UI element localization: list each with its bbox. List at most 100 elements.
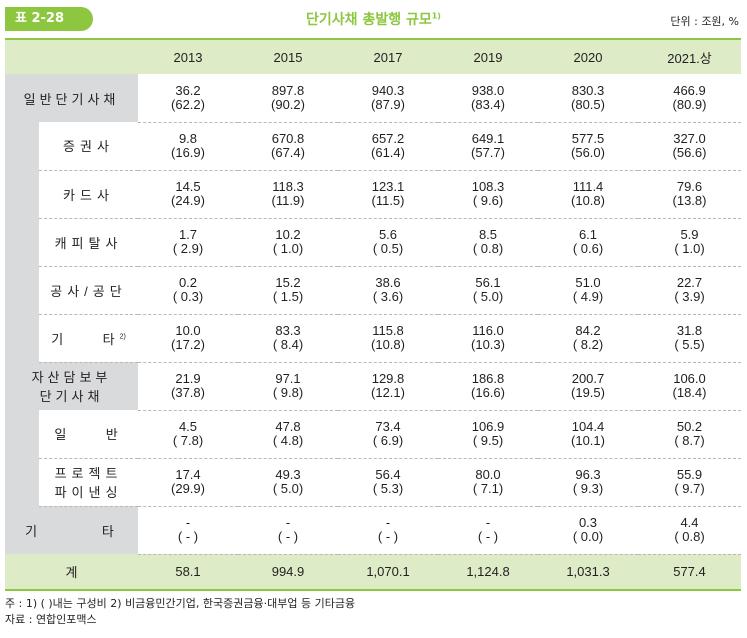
value-cell: 118.3 (11.9) xyxy=(238,170,338,219)
share-value: ( 3.6) xyxy=(372,289,404,304)
amount-value: 80.0 xyxy=(475,467,501,482)
table-title: 단기사채 총발행 규모1) xyxy=(0,9,747,29)
source-line: 자료 : 연합인포맥스 xyxy=(5,613,97,626)
row-sublabel: 일 반 xyxy=(39,410,138,459)
table-body: 일반단기사채 36.2 (62.2) 897.8 (90.2) 940.3 (87.9) 93… xyxy=(5,74,741,591)
value-cell: 49.3( 5.0) xyxy=(238,458,338,507)
value-cell: 106.0 (18.4) xyxy=(638,362,741,411)
total-label: 계 xyxy=(5,554,138,591)
share-value: (37.8) xyxy=(171,385,205,400)
share-value: (13.8) xyxy=(672,193,707,208)
share-value: (24.9) xyxy=(171,193,205,208)
amount-value: 5.6 xyxy=(378,227,398,242)
amount-value: 116.0 xyxy=(472,323,504,338)
value-cell: 9.8 (16.9) xyxy=(138,122,238,171)
value-cell: 0.2( 0.3) xyxy=(138,266,238,315)
value-cell: 200.7 (19.5) xyxy=(538,362,638,411)
share-value: ( 9.7) xyxy=(674,481,705,496)
share-value: (16.9) xyxy=(171,145,205,160)
column-header: 2019 xyxy=(438,38,538,74)
share-value: ( 7.8) xyxy=(172,433,204,448)
table-row: 기 타2) 10.0 (17.2) 83.3( 8.4) 115.8 (10.8) 116.… xyxy=(5,314,741,363)
amount-value: 129.8 xyxy=(371,371,405,386)
amount-value: 940.3 xyxy=(371,82,405,98)
amount-value: 49.3 xyxy=(275,467,301,482)
total-row: 계 58.1 994.9 1,070.1 1,124.8 1,031.3 577.4 xyxy=(5,554,741,591)
amount-value: 104.4 xyxy=(571,419,605,434)
column-header: 2020 xyxy=(538,38,638,74)
amount-value: 31.8 xyxy=(676,323,703,338)
amount-value: 10.0 xyxy=(175,323,201,338)
table-number-badge: 표 2-28 xyxy=(5,7,93,31)
value-cell: 21.9 (37.8) xyxy=(138,362,238,411)
row-label-text: 프로젝트 xyxy=(54,466,123,481)
share-value: (10.1) xyxy=(571,433,605,448)
header-row: 2013 2015 2017 2019 2020 2021.상 xyxy=(5,38,741,74)
share-value: (80.9) xyxy=(672,96,707,112)
share-value: ( 4.9) xyxy=(572,289,604,304)
row-label-text-line2: 단기사채 xyxy=(39,389,104,405)
amount-value: 938.0 xyxy=(471,82,505,98)
amount-value: 21.9 xyxy=(175,371,201,386)
value-cell: 6.1( 0.6) xyxy=(538,218,638,267)
value-cell: 84.2( 8.2) xyxy=(538,314,638,363)
share-value: (56.6) xyxy=(672,145,707,160)
value-cell: 5.6( 0.5) xyxy=(338,218,438,267)
share-value: ( 5.5) xyxy=(674,337,705,352)
value-cell: 577.5 (56.0) xyxy=(538,122,638,171)
total-value: 58.1 xyxy=(138,554,238,591)
amount-value: 466.9 xyxy=(673,82,706,98)
value-cell: 115.8 (10.8) xyxy=(338,314,438,363)
value-cell: 31.8( 5.5) xyxy=(638,314,741,363)
share-value: (19.5) xyxy=(571,385,605,400)
row-label-text: 캐피탈사 xyxy=(54,235,123,251)
share-value: ( 0.6) xyxy=(572,241,604,256)
amount-value: 577.5 xyxy=(571,131,605,146)
amount-value: 649.1 xyxy=(471,131,505,146)
amount-value: 9.8 xyxy=(178,131,198,146)
table-row: 카드사 14.5 (24.9) 118.3 (11.9) 123.1 (11.5) 108.3… xyxy=(5,170,741,219)
value-cell: 111.4 (10.8) xyxy=(538,170,638,219)
share-value: (11.9) xyxy=(271,193,305,208)
amount-value: 15.2 xyxy=(275,275,301,290)
amount-value: 200.7 xyxy=(571,371,605,386)
amount-value: 0.2 xyxy=(178,275,198,290)
row-label: 기 타 xyxy=(5,506,138,554)
amount-value: 106.0 xyxy=(673,371,706,386)
value-cell: 649.1 (57.7) xyxy=(438,122,538,171)
column-header: 2013 xyxy=(138,38,238,74)
share-value: ( 9.5) xyxy=(472,433,504,448)
corner-cell xyxy=(5,38,138,74)
row-label: 일반단기사채 xyxy=(5,74,138,122)
total-value: 1,031.3 xyxy=(538,554,638,591)
value-cell: 4.5( 7.8) xyxy=(138,410,238,459)
share-value: ( 7.1) xyxy=(472,481,504,496)
share-value: ( 1.5) xyxy=(272,289,304,304)
share-value: (57.7) xyxy=(471,145,505,160)
amount-value: 10.2 xyxy=(275,227,301,242)
table-title-bar: 표 2-28 단기사채 총발행 규모1) 단위 : 조원, % xyxy=(0,0,747,38)
row-indent xyxy=(5,266,39,314)
row-indent xyxy=(5,218,39,266)
total-value: 994.9 xyxy=(238,554,338,591)
table-row: 프로젝트 파이낸싱 17.4 (29.9) 49.3( 5.0) 56.4( 5.3) 80… xyxy=(5,458,741,507)
row-sublabel: 프로젝트 파이낸싱 xyxy=(39,458,138,507)
value-cell: 73.4( 6.9) xyxy=(338,410,438,459)
amount-value: 47.8 xyxy=(275,419,301,434)
value-cell: 657.2 (61.4) xyxy=(338,122,438,171)
share-value: (10.8) xyxy=(371,337,405,352)
total-value: 577.4 xyxy=(638,554,741,591)
amount-value: 1.7 xyxy=(178,227,198,242)
value-cell: 47.8( 4.8) xyxy=(238,410,338,459)
value-cell: 36.2 (62.2) xyxy=(138,74,238,123)
table-row: 자산담보부 단기사채 21.9 (37.8) 97.1( 9.8) 129.8 (12.1)… xyxy=(5,362,741,411)
share-value: ( 5.0) xyxy=(472,289,504,304)
amount-value: 96.3 xyxy=(575,467,601,482)
value-cell: 50.2( 8.7) xyxy=(638,410,741,459)
table-title-text: 단기사채 총발행 규모 xyxy=(306,12,432,28)
share-value: ( 3.9) xyxy=(674,289,705,304)
share-value: ( 8.7) xyxy=(674,433,705,448)
share-value: (80.5) xyxy=(571,96,605,112)
row-label-text: 일반단기사채 xyxy=(23,91,120,107)
share-value: ( 0.5) xyxy=(372,241,404,256)
